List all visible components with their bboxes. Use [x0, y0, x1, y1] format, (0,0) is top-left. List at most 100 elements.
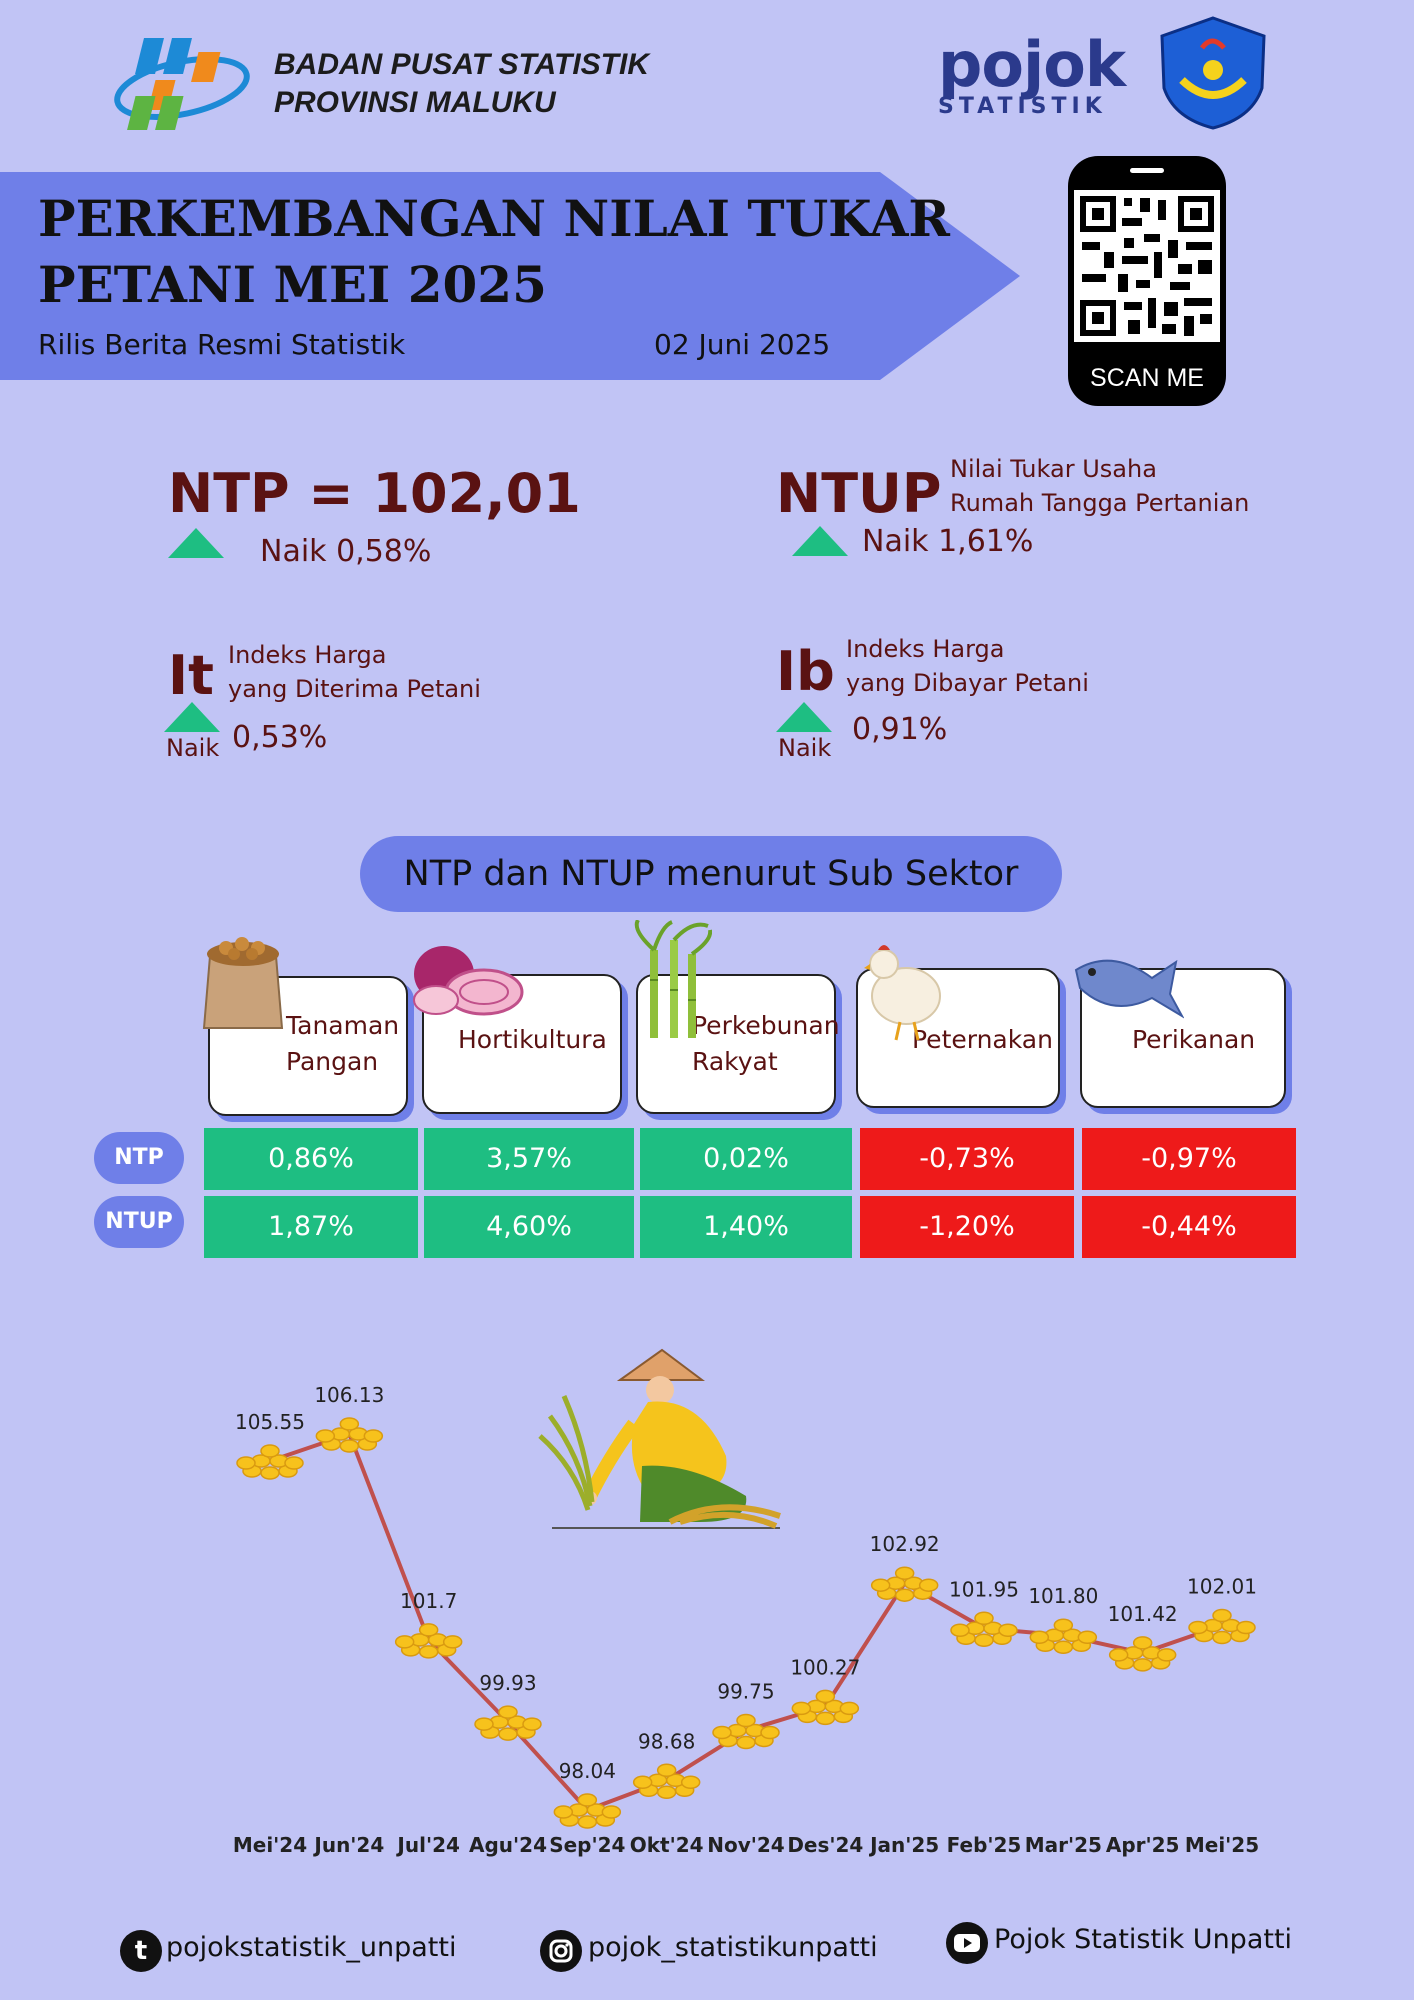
data-label-2: 101.7 [400, 1589, 457, 1613]
qr-code-icon[interactable] [1074, 190, 1220, 342]
x-tick-label-8: Jan'25 [868, 1833, 939, 1857]
ib-label: Ib [776, 640, 835, 703]
it-up-arrow-icon [164, 702, 220, 732]
title-line2: PETANI MEI 2025 [38, 255, 547, 314]
phone-speaker [1130, 168, 1164, 173]
ib-description: Indeks Harga yang Dibayar Petani [846, 632, 1089, 700]
chicken-icon [864, 945, 941, 1041]
ntup-up-arrow-icon [792, 526, 848, 556]
youtube-glyph-icon [954, 1934, 980, 1952]
data-point-6 [712, 1713, 780, 1750]
data-point-3 [474, 1705, 542, 1741]
data-point-7 [791, 1689, 860, 1726]
it-naik: Naik [166, 734, 220, 762]
bps-logo [114, 38, 250, 130]
ntp-up-arrow-icon [168, 528, 224, 558]
ntup-change: Naik 1,61% [862, 524, 1034, 559]
card-hortikultura-label: Hortikultura [458, 1025, 607, 1054]
data-point-8 [870, 1566, 939, 1602]
x-tick-label-10: Mar'25 [1025, 1833, 1102, 1857]
ntp-value: NTP = 102,01 [168, 462, 581, 525]
row-label-ntup: NTUP [94, 1196, 184, 1248]
data-point-12 [1188, 1608, 1256, 1645]
it-desc-line1: Indeks Harga [228, 641, 387, 669]
ntp-change: Naik 0,58% [260, 534, 432, 569]
org-line2: PROVINSI MALUKU [274, 86, 556, 119]
tumblr-icon[interactable]: t [120, 1930, 162, 1972]
pojok-logo: pojok [938, 28, 1126, 101]
ntup-desc-line2: Rumah Tangga Pertanian [950, 489, 1250, 517]
x-tick-label-3: Agu'24 [469, 1833, 547, 1857]
ntup-desc-line1: Nilai Tukar Usaha [950, 455, 1157, 483]
cell-ntp-1: 3,57% [424, 1128, 634, 1190]
x-tick-label-5: Okt'24 [630, 1833, 704, 1857]
org-line1: BADAN PUSAT STATISTIK [274, 48, 649, 81]
data-label-12: 102.01 [1187, 1574, 1257, 1598]
instagram-icon[interactable] [540, 1930, 582, 1972]
card-tanaman-pangan-label: Tanaman Pangan [286, 1008, 399, 1080]
card-tp-line1: Tanaman [286, 1011, 400, 1040]
release-subtitle: Rilis Berita Resmi Statistik [38, 328, 406, 361]
youtube-channel[interactable]: Pojok Statistik Unpatti [994, 1924, 1293, 1955]
rice-sack-icon [202, 937, 284, 1029]
title-line1: PERKEMBANGAN NILAI TUKAR [38, 189, 950, 248]
farmer-illustration-icon [538, 1348, 781, 1529]
subsector-title: NTP dan NTUP menurut Sub Sektor [360, 836, 1062, 912]
data-label-11: 101.42 [1108, 1602, 1178, 1626]
ib-change: 0,91% [852, 712, 948, 747]
release-date: 02 Juni 2025 [654, 328, 831, 361]
title-banner [0, 172, 1020, 380]
cell-ntp-2: 0,02% [640, 1128, 852, 1190]
youtube-icon[interactable] [946, 1922, 988, 1964]
instagram-glyph-icon [549, 1939, 573, 1963]
card-tp-line2: Pangan [286, 1047, 379, 1076]
it-description: Indeks Harga yang Diterima Petani [228, 638, 481, 706]
cell-ntp-4: -0,97% [1082, 1128, 1296, 1190]
data-point-11 [1108, 1636, 1177, 1672]
data-point-2 [394, 1623, 463, 1659]
pojok-subtitle: STATISTIK [938, 94, 1107, 119]
data-point-0 [236, 1444, 304, 1480]
data-point-4 [553, 1793, 622, 1829]
ib-desc-line2: yang Dibayar Petani [846, 669, 1089, 697]
cell-ntup-1: 4,60% [424, 1196, 634, 1258]
data-point-10 [1029, 1618, 1098, 1654]
x-tick-label-0: Mei'24 [233, 1833, 307, 1857]
university-emblem-icon [1160, 16, 1266, 130]
cell-ntp-3: -0,73% [860, 1128, 1074, 1190]
x-tick-label-6: Nov'24 [707, 1833, 784, 1857]
x-tick-label-11: Apr'25 [1106, 1833, 1180, 1857]
it-change: 0,53% [232, 720, 328, 755]
cell-ntp-0: 0,86% [204, 1128, 418, 1190]
it-desc-line2: yang Diterima Petani [228, 675, 481, 703]
tumblr-handle[interactable]: pojokstatistik_unpatti [166, 1932, 457, 1963]
data-label-9: 101.95 [949, 1577, 1019, 1601]
x-tick-label-9: Feb'25 [947, 1833, 1022, 1857]
data-point-1 [315, 1417, 384, 1453]
data-label-0: 105.55 [235, 1410, 305, 1434]
ib-naik: Naik [778, 734, 832, 762]
shallot-icon [413, 946, 524, 1016]
card-pr-line2: Rakyat [692, 1047, 778, 1076]
ntp-line-chart: 105.55 Mei'24 106.13 Jun'24 101.7 Jul'24 99.93… [233, 1383, 1259, 1857]
card-perkebunan-rakyat [636, 974, 836, 1114]
data-label-5: 98.68 [638, 1729, 695, 1753]
card-pr-line1: Perkebunan [692, 1011, 840, 1040]
data-label-4: 98.04 [559, 1759, 616, 1783]
data-label-8: 102.92 [870, 1532, 940, 1556]
x-tick-label-12: Mei'25 [1185, 1833, 1259, 1857]
cell-ntup-3: -1,20% [860, 1196, 1074, 1258]
instagram-handle[interactable]: pojok_statistikunpatti [588, 1932, 878, 1963]
fish-icon [1074, 959, 1184, 1019]
cell-ntup-0: 1,87% [204, 1196, 418, 1258]
cell-ntup-2: 1,40% [640, 1196, 852, 1258]
data-label-1: 106.13 [314, 1383, 384, 1407]
x-tick-label-7: Des'24 [787, 1833, 863, 1857]
data-label-7: 100.27 [790, 1655, 860, 1679]
data-label-6: 99.75 [717, 1680, 774, 1704]
card-perikanan-label: Perikanan [1132, 1025, 1256, 1054]
x-tick-label-2: Jul'24 [395, 1833, 460, 1857]
pojok-brand: pojok [938, 28, 1126, 101]
org-name: BADAN PUSAT STATISTIK PROVINSI MALUKU [274, 46, 649, 122]
it-label: It [168, 644, 214, 707]
